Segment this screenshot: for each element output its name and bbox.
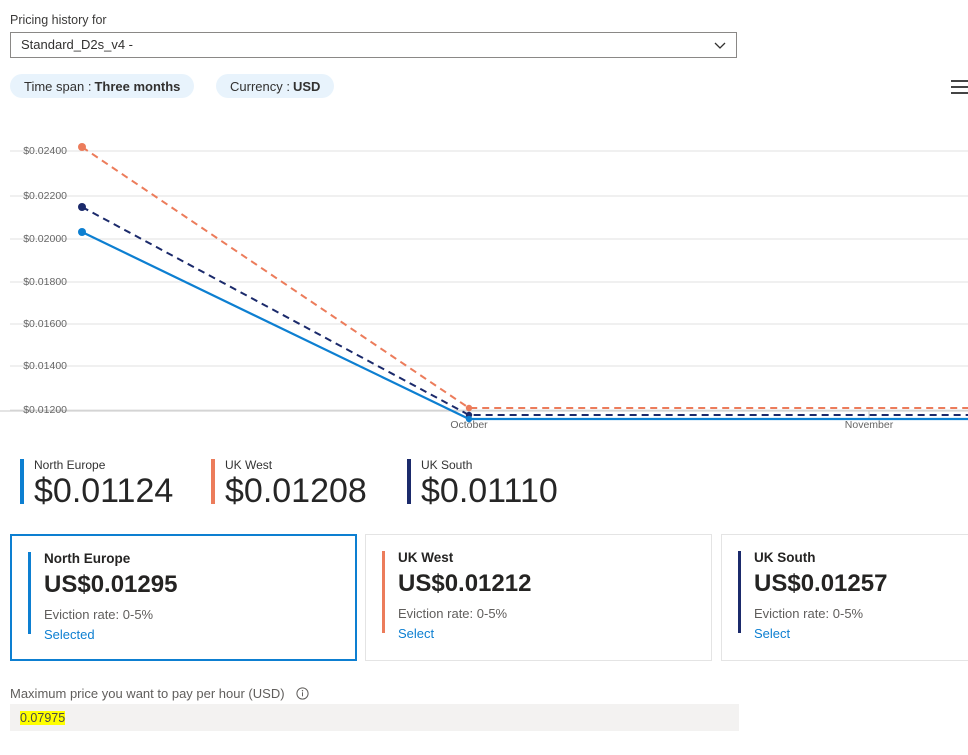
- svg-text:$0.02000: $0.02000: [23, 233, 67, 245]
- svg-text:$0.01400: $0.01400: [23, 360, 67, 372]
- svg-text:November: November: [845, 419, 894, 430]
- svg-text:$0.02200: $0.02200: [23, 190, 67, 202]
- svg-text:$0.01200: $0.01200: [23, 404, 67, 416]
- svg-text:$0.02400: $0.02400: [23, 145, 67, 157]
- svg-text:$0.01800: $0.01800: [23, 276, 67, 288]
- svg-text:$0.01600: $0.01600: [23, 318, 67, 330]
